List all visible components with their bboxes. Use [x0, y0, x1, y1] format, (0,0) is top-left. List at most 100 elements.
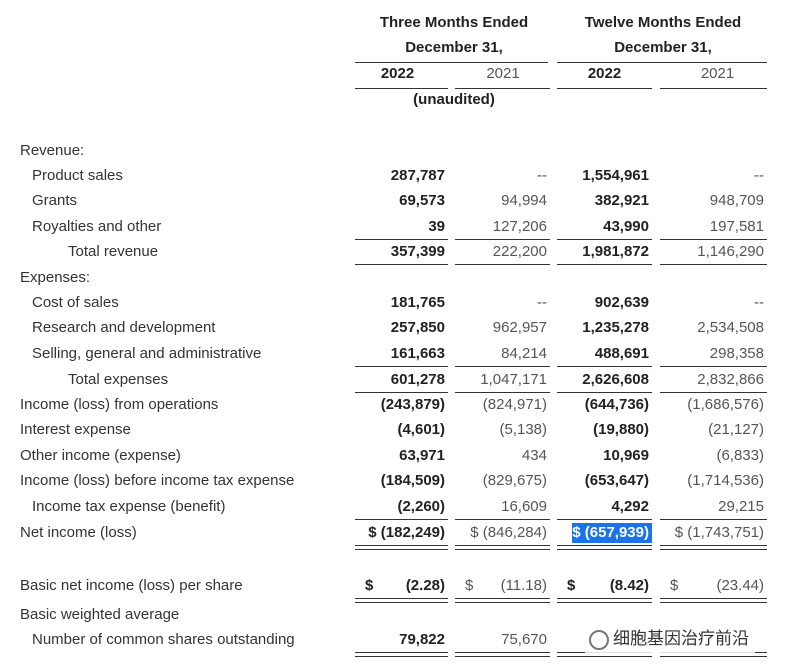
cell: 601,278 [390, 371, 445, 388]
cell: 161,663 [390, 345, 445, 362]
cell: 84,214 [501, 345, 547, 362]
cell: (184,509) [380, 472, 445, 489]
row-label: Interest expense [20, 421, 131, 438]
cell: 1,047,171 [480, 371, 547, 388]
row-label: Revenue: [20, 142, 85, 159]
cell: (8.42) [609, 577, 649, 594]
rule [455, 545, 550, 546]
cell: 69,573 [399, 192, 445, 209]
rule [557, 239, 652, 240]
cell: 962,957 [492, 319, 547, 336]
rule [355, 239, 448, 240]
row-label: Income tax expense (benefit) [32, 498, 226, 515]
rule [455, 519, 550, 520]
rule [455, 652, 550, 653]
cell: -- [537, 294, 547, 311]
row-label: Royalties and other [32, 218, 162, 235]
cell: $ (846,284) [470, 524, 547, 541]
rule [355, 598, 448, 599]
cell: (644,736) [584, 396, 649, 413]
rule [355, 656, 448, 657]
cell: 1,554,961 [582, 167, 649, 184]
rule [355, 545, 448, 546]
cell: -- [754, 167, 764, 184]
cell: 39 [428, 218, 445, 235]
cell: (11.18) [500, 577, 547, 594]
cell: 287,787 [390, 167, 445, 184]
rule [660, 392, 767, 393]
cell: 2,626,608 [582, 371, 649, 388]
group-title: Twelve Months Ended [584, 14, 742, 31]
cell: 1,981,872 [582, 243, 649, 260]
cell: (1,714,536) [687, 472, 764, 489]
cell: 948,709 [709, 192, 764, 209]
rule [355, 264, 448, 265]
row-label: Selling, general and administrative [32, 345, 262, 362]
cell: 1,146,290 [697, 243, 764, 260]
cell: 94,994 [501, 192, 547, 209]
currency: $ [465, 577, 474, 594]
row-label: Cost of sales [32, 294, 119, 311]
cell: (1,686,576) [687, 396, 764, 413]
rule [660, 545, 767, 546]
rule [660, 602, 767, 603]
row-label: Income (loss) from operations [20, 396, 219, 413]
watermark-icon [589, 630, 609, 650]
cell: (653,647) [584, 472, 649, 489]
rule [355, 392, 448, 393]
rule [455, 656, 550, 657]
row-label: Income (loss) before income tax expense [20, 472, 295, 489]
cell: (824,971) [482, 396, 547, 413]
rule [660, 88, 767, 89]
rule [660, 656, 767, 657]
rule [660, 598, 767, 599]
cell: (2,260) [397, 498, 445, 515]
rule [660, 366, 767, 367]
year: 2021 [700, 65, 735, 82]
year: 2022 [587, 65, 622, 82]
cell: (21,127) [708, 421, 764, 438]
rule [660, 239, 767, 240]
currency: $ [365, 577, 374, 594]
rule [455, 366, 550, 367]
row-label: Basic net income (loss) per share [20, 577, 243, 594]
rule [355, 88, 448, 89]
rule [557, 656, 652, 657]
cell: 16,609 [501, 498, 547, 515]
rule [557, 598, 652, 599]
watermark: 细胞基因治疗前沿 [585, 624, 755, 654]
cell: 257,850 [390, 319, 445, 336]
cell: (5,138) [499, 421, 547, 438]
cell: 488,691 [594, 345, 649, 362]
cell: 63,971 [399, 447, 445, 464]
cell: 222,200 [492, 243, 547, 260]
cell: 902,639 [594, 294, 649, 311]
rule [455, 88, 550, 89]
rule [557, 545, 652, 546]
rule [660, 549, 767, 550]
rule [557, 88, 652, 89]
cell: 2,832,866 [697, 371, 764, 388]
rule [557, 366, 652, 367]
row-label: Number of common shares outstanding [32, 631, 295, 648]
rule [355, 602, 448, 603]
row-label: Product sales [32, 167, 123, 184]
cell: (829,675) [482, 472, 547, 489]
currency: $ [670, 577, 679, 594]
watermark-text: 细胞基因治疗前沿 [613, 629, 749, 648]
cell: $ (182,249) [368, 524, 445, 541]
cell: 181,765 [390, 294, 445, 311]
rule [557, 62, 767, 63]
cell: (2.28) [405, 577, 445, 594]
rule [355, 549, 448, 550]
year: 2021 [486, 65, 520, 82]
row-label: Total revenue [68, 243, 159, 260]
cell: 29,215 [718, 498, 764, 515]
row-label: Grants [32, 192, 78, 209]
cell: -- [537, 167, 547, 184]
rule [355, 366, 448, 367]
cell: (243,879) [380, 396, 445, 413]
cell: 10,969 [603, 447, 649, 464]
note: (unaudited) [413, 91, 495, 108]
rule [455, 264, 550, 265]
